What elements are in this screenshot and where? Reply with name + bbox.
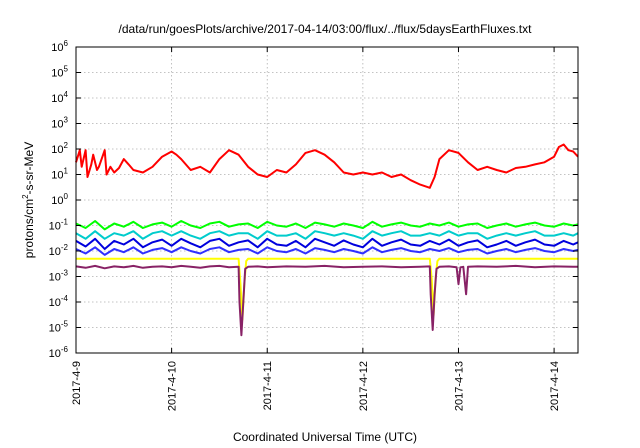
series-line-1	[75, 220, 579, 231]
y-tick-base: 10	[49, 272, 61, 284]
series-line-3	[75, 237, 579, 250]
y-tick-base: 10	[51, 170, 63, 182]
y-tick-label: 102	[51, 141, 68, 156]
x-tick-label: 2017-4-14	[549, 361, 561, 411]
y-tick-exp: 0	[64, 192, 69, 201]
x-tick-label: 2017-4-12	[358, 361, 370, 411]
y-tick-base: 10	[49, 297, 61, 309]
grid	[76, 47, 578, 353]
series-line-2	[75, 230, 579, 240]
y-tick-exp: -1	[61, 218, 69, 227]
y-tick-exp: -4	[61, 294, 69, 303]
y-tick-exp: 3	[64, 116, 69, 125]
y-tick-base: 10	[51, 195, 63, 207]
y-tick-exp: 6	[64, 39, 69, 48]
x-tick-label: 2017-4-13	[453, 361, 465, 411]
y-tick-exp: -2	[61, 243, 69, 252]
y-tick-base: 10	[51, 42, 63, 54]
y-tick-label: 101	[51, 167, 68, 182]
plot-frame	[75, 46, 579, 354]
y-tick-label: 10-5	[49, 320, 69, 335]
y-axis-label-prefix: protons/cm	[22, 199, 36, 258]
x-axis: 2017-4-9 2017-4-10 2017-4-11 2017-4-12 2017-…	[71, 47, 561, 411]
y-tick-label: 10-2	[49, 243, 69, 258]
y-tick-exp: 5	[64, 65, 69, 74]
chart-title: /data/run/goesPlots/archive/2017-04-14/0…	[119, 22, 533, 36]
y-tick-label: 104	[51, 90, 68, 105]
y-tick-exp: -6	[61, 345, 69, 354]
y-tick-base: 10	[49, 323, 61, 335]
y-tick-label: 105	[51, 65, 68, 80]
y-tick-label: 103	[51, 116, 68, 131]
y-tick-base: 10	[51, 93, 63, 105]
series-line-6	[75, 264, 578, 337]
y-tick-exp: 4	[64, 90, 69, 99]
y-tick-label: 10-6	[49, 345, 69, 360]
y-axis: 10-610-510-410-310-210-11001011021031041…	[49, 39, 578, 360]
y-axis-label-sup: 2	[21, 194, 30, 199]
series-line-5	[76, 257, 578, 321]
y-tick-base: 10	[51, 144, 63, 156]
y-axis-label: protons/cm2-s-sr-MeV	[21, 142, 36, 258]
series-line-4	[75, 246, 579, 256]
y-tick-exp: -3	[61, 269, 69, 278]
y-tick-label: 10-3	[49, 269, 69, 284]
y-tick-exp: 2	[64, 141, 69, 150]
y-tick-base: 10	[49, 348, 61, 360]
x-tick-label: 2017-4-10	[167, 361, 179, 411]
x-tick-label: 2017-4-9	[71, 361, 83, 405]
y-tick-base: 10	[49, 221, 61, 233]
y-tick-label: 106	[51, 39, 68, 54]
y-tick-label: 100	[51, 192, 68, 207]
y-tick-exp: -5	[61, 320, 69, 329]
y-tick-label: 10-4	[49, 294, 69, 309]
series-line-0	[75, 143, 579, 189]
y-tick-exp: 1	[64, 167, 69, 176]
x-axis-label: Coordinated Universal Time (UTC)	[233, 430, 417, 444]
y-tick-base: 10	[51, 119, 63, 131]
series-group	[75, 143, 579, 337]
y-axis-label-suffix: -s-sr-MeV	[22, 142, 36, 195]
x-tick-label: 2017-4-11	[262, 361, 274, 410]
y-tick-base: 10	[49, 246, 61, 258]
y-tick-base: 10	[51, 68, 63, 80]
y-tick-label: 10-1	[49, 218, 69, 233]
